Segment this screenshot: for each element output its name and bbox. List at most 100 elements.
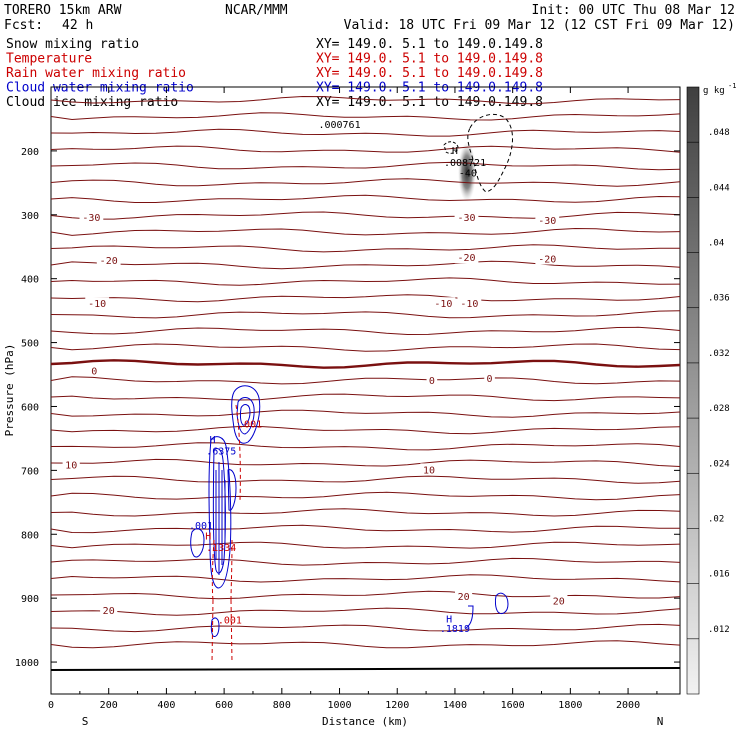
temperature-label-4: -20	[457, 253, 475, 264]
isotherm-23	[50, 475, 681, 484]
max-label-4: .001	[238, 420, 262, 431]
temperature-label-16: 20	[553, 596, 565, 607]
legend-xy-2: XY= 149.0. 5.1 to 149.0.149.8	[316, 66, 543, 81]
max-label-11: .1819	[440, 624, 470, 635]
isotherm-3	[50, 145, 681, 153]
y-tick-label-4: 600	[21, 402, 39, 413]
maximum-labels: .000761H.008721-40.001H.6375.001H.1334H.…	[189, 120, 486, 635]
isotherm-18	[50, 393, 681, 402]
temperature-label-bg-10	[426, 373, 438, 386]
colorbar-units-exponent: -1	[728, 82, 736, 90]
temperature-label-2: -30	[538, 216, 556, 227]
temperature-label-7: -10	[434, 299, 452, 310]
isotherm-19	[50, 409, 681, 418]
isotherm-14	[50, 326, 681, 336]
north-label: N	[657, 715, 664, 728]
temperature-label-5: -20	[538, 255, 556, 266]
colorbar-label-7: .02	[708, 514, 724, 524]
x-tick-label-9: 1800	[558, 700, 582, 711]
isotherm-11	[50, 277, 681, 286]
isotherm-8	[50, 227, 681, 236]
y-tick-label-1: 300	[21, 211, 39, 222]
temperature-label-bg-11	[484, 371, 495, 384]
colorbar-units: g kg	[703, 86, 725, 96]
temperature-label-bg-16	[550, 594, 568, 607]
max-label-10: H	[446, 614, 452, 625]
isotherm-20	[50, 426, 681, 435]
isotherm-32	[50, 623, 681, 633]
max-label-1: H	[452, 146, 458, 157]
temperature-label-bg-3	[96, 253, 121, 266]
colorbar-label-0: .048	[708, 128, 730, 138]
max-label-8: H	[205, 531, 211, 542]
temperature-label-bg-9	[88, 364, 100, 377]
legend: Snow mixing ratio XY= 149.0. 5.1 to 149.0…	[6, 37, 543, 110]
isotherm-17	[50, 376, 681, 385]
snow-contour-small	[443, 141, 459, 154]
y-tick-label-2: 400	[21, 275, 39, 286]
max-label-6: .6375	[206, 446, 236, 457]
isotherm-1	[50, 112, 681, 121]
colorbar: .048 .044 .04 .036 .032 .028 .024 .02 .016 .012 g…	[686, 82, 736, 695]
south-label: S	[82, 715, 89, 728]
max-label-5: H	[210, 435, 216, 446]
isotherm-29	[50, 574, 681, 583]
isotherm-33	[50, 640, 681, 649]
isotherm-7	[50, 211, 681, 220]
legend-xy-3: XY= 149.0. 5.1 to 149.0.149.8	[316, 81, 543, 96]
temperature-labels: -30 -30 -30 -20 -20 -20 -10 -10 -10 0 0 0 10 10 20 20 20	[62, 210, 568, 617]
max-label-0: .000761	[318, 120, 360, 131]
temperature-label-bg-15	[455, 589, 473, 602]
cloud-ice-maximum	[458, 142, 476, 202]
temperature-label-bg-5	[535, 252, 560, 265]
isotherm-10	[50, 260, 681, 270]
temperature-label-15: 20	[458, 592, 470, 603]
isotherm-15	[50, 343, 681, 352]
max-label-12: .001	[218, 616, 242, 627]
legend-xy-1: XY= 149.0. 5.1 to 149.0.149.8	[316, 52, 543, 67]
legend-xy-0: XY= 149.0. 5.1 to 149.0.149.8	[316, 37, 543, 52]
temperature-label-bg-7	[431, 297, 456, 310]
isotherm-30	[50, 590, 681, 600]
temperature-label-10: 0	[429, 376, 435, 387]
temperature-label-bg-4	[454, 251, 479, 264]
colorbar-label-4: .032	[708, 349, 730, 359]
isotherm-16	[50, 359, 681, 369]
legend-item-2: Rain water mixing ratio	[6, 66, 186, 81]
surface-line	[50, 667, 681, 671]
colorbar-label-2: .04	[708, 239, 724, 249]
isotherm-6	[50, 194, 681, 203]
x-tick-label-2: 400	[157, 700, 175, 711]
temperature-label-12: 10	[65, 460, 77, 471]
temperature-label-13: 10	[423, 465, 435, 476]
temperature-label-0: -30	[82, 213, 100, 224]
x-tick-label-4: 800	[273, 700, 291, 711]
colorbar-label-5: .028	[708, 404, 730, 414]
temperature-label-8: -10	[460, 299, 478, 310]
rain-water-contours	[211, 404, 241, 663]
temperature-label-14: 20	[103, 606, 115, 617]
temperature-label-6: -10	[88, 299, 106, 310]
max-label-3: -40	[459, 168, 477, 179]
isotherm-9	[50, 244, 681, 253]
temperature-label-bg-0	[79, 210, 104, 223]
center-title: NCAR/MMM	[225, 3, 288, 18]
max-label-2: .008721	[444, 158, 486, 169]
isotherm-13	[50, 310, 681, 319]
isotherm-4	[50, 161, 681, 171]
x-tick-label-7: 1400	[443, 700, 467, 711]
isotherm-24	[50, 491, 681, 501]
x-tick-label-8: 1600	[501, 700, 525, 711]
plot-frame	[50, 86, 681, 695]
max-label-9: .1334	[206, 543, 236, 554]
isotherm-21	[50, 442, 681, 451]
isotherm-22	[50, 458, 681, 467]
y-tick-label-7: 900	[21, 594, 39, 605]
y-tick-label-0: 200	[21, 147, 39, 158]
isotherm-25	[50, 508, 681, 517]
temperature-isotherms	[50, 95, 681, 649]
colorbar-label-1: .044	[708, 183, 730, 193]
max-label-7: .001	[189, 521, 213, 532]
